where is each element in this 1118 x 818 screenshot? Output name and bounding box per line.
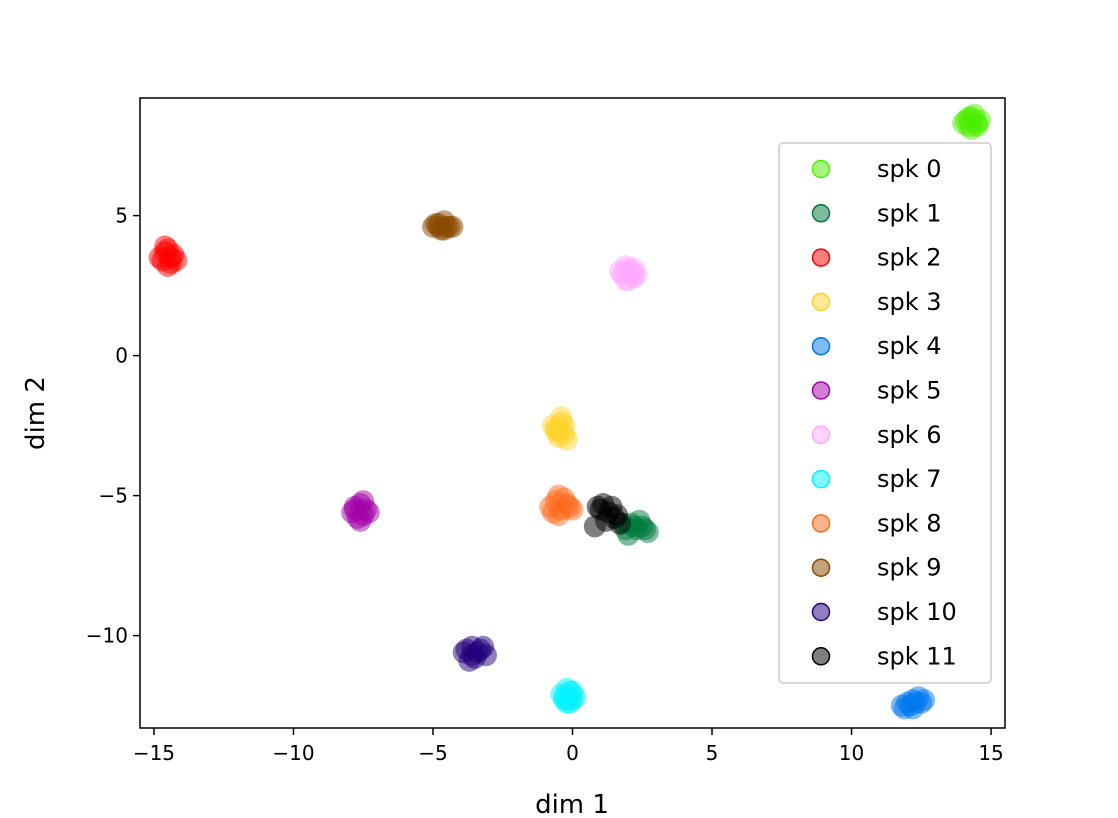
data-point <box>427 215 450 238</box>
x-tick-label: 10 <box>839 741 864 765</box>
y-axis-label: dim 2 <box>21 376 51 450</box>
x-tick-label: −15 <box>133 741 175 765</box>
legend-marker <box>811 602 831 622</box>
legend-marker <box>811 647 831 666</box>
legend-label: spk 9 <box>877 554 942 582</box>
legend-marker <box>811 159 831 179</box>
data-point <box>547 420 570 443</box>
x-tick-label: 0 <box>566 741 579 765</box>
x-tick-label: −10 <box>272 741 314 765</box>
data-point <box>606 504 629 527</box>
legend-label: spk 3 <box>877 288 942 316</box>
legend-label: spk 4 <box>877 332 942 360</box>
legend-label: spk 7 <box>877 465 942 493</box>
x-axis-label: dim 1 <box>535 790 609 818</box>
legend-label: spk 0 <box>877 155 942 183</box>
legend-marker <box>811 425 831 445</box>
legend-label: spk 1 <box>877 199 942 227</box>
data-point <box>957 106 980 129</box>
x-tick-label: 15 <box>978 741 1003 765</box>
data-point <box>159 252 182 275</box>
legend-label: spk 5 <box>877 377 942 405</box>
legend-label: spk 10 <box>877 598 957 626</box>
legend-label: spk 11 <box>877 642 957 670</box>
x-axis-ticks: −15 −10 −5 0 5 10 15 <box>133 728 1004 765</box>
data-point <box>357 501 380 524</box>
y-tick-label: −5 <box>99 484 128 508</box>
legend-marker <box>811 292 831 312</box>
legend-marker <box>811 469 831 489</box>
legend-marker <box>811 381 831 400</box>
y-tick-label: −10 <box>86 624 128 648</box>
legend-marker <box>811 204 831 223</box>
data-point <box>558 495 581 518</box>
data-point <box>589 498 612 521</box>
data-point <box>901 697 924 720</box>
points-layer <box>148 103 991 720</box>
data-point <box>622 257 645 280</box>
legend-marker <box>811 558 831 577</box>
y-tick-label: 0 <box>115 344 128 368</box>
legend-marker <box>811 336 831 356</box>
y-axis-ticks: −10 −5 0 5 <box>86 204 140 648</box>
legend-label: spk 6 <box>877 421 942 449</box>
legend-label: spk 2 <box>877 244 942 272</box>
legend-marker <box>811 248 831 267</box>
data-point <box>583 515 606 538</box>
legend-marker <box>811 514 831 533</box>
legend: spk 0 spk 1 spk 2 spk 3 spk 4 spk 5 spk 6 spk 7… <box>778 142 992 684</box>
legend-box <box>778 142 992 684</box>
y-tick-label: 5 <box>115 204 128 228</box>
data-point <box>561 680 584 703</box>
x-tick-label: −5 <box>418 741 447 765</box>
legend-label: spk 8 <box>877 509 942 537</box>
data-point <box>461 644 483 667</box>
x-tick-label: 5 <box>706 741 719 765</box>
